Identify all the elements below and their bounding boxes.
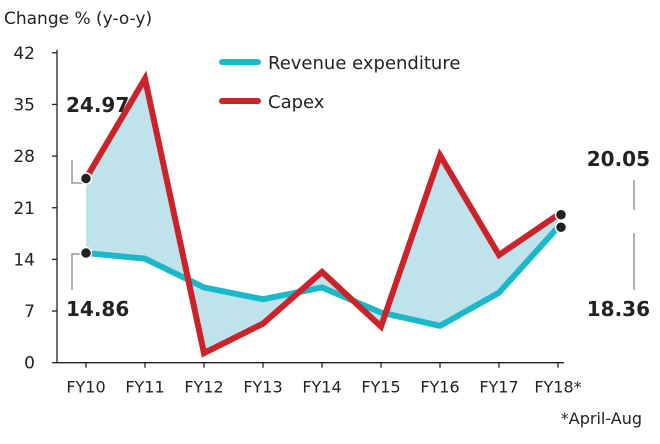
legend: Revenue expenditure Capex <box>219 53 460 113</box>
highlight-dot <box>79 172 93 185</box>
x-tick-label: FY14 <box>302 378 341 397</box>
fill-between-area <box>86 78 558 354</box>
highlight-dot <box>554 208 568 222</box>
x-tick-label: FY18* <box>534 378 581 397</box>
highlight-dot <box>79 246 93 260</box>
x-tick-label: FY13 <box>243 378 282 397</box>
y-tick-label: 35 <box>13 95 35 115</box>
series-line-capex <box>83 70 560 358</box>
annotation-revenue-fy18: 18.36 <box>587 297 650 321</box>
legend-label-capex: Capex <box>268 92 325 113</box>
footnote: *April-Aug <box>561 409 642 428</box>
x-tick-label: FY10 <box>66 378 105 397</box>
y-tick-label: 14 <box>13 250 35 270</box>
legend-label-revenue: Revenue expenditure <box>268 53 460 74</box>
annotation-revenue-fy10: 14.86 <box>66 297 129 321</box>
highlight-dot <box>554 220 568 234</box>
x-tick-label: FY11 <box>125 378 164 397</box>
x-tick-label: FY15 <box>361 378 400 397</box>
series-line-revenue <box>85 225 561 329</box>
y-tick-label: 7 <box>24 302 35 322</box>
y-tick-label: 42 <box>13 44 35 64</box>
annotation-capex-fy18: 20.05 <box>587 147 650 171</box>
y-tick-label: 28 <box>13 147 35 167</box>
y-tick-label: 21 <box>13 199 35 219</box>
x-tick-label: FY17 <box>479 378 518 397</box>
y-axis-label: Change % (y-o-y) <box>4 9 152 29</box>
x-tick-label: FY12 <box>184 378 223 397</box>
annotation-capex-fy10: 24.97 <box>66 93 129 117</box>
y-tick-label: 0 <box>24 354 35 374</box>
x-tick-label: FY16 <box>420 378 459 397</box>
